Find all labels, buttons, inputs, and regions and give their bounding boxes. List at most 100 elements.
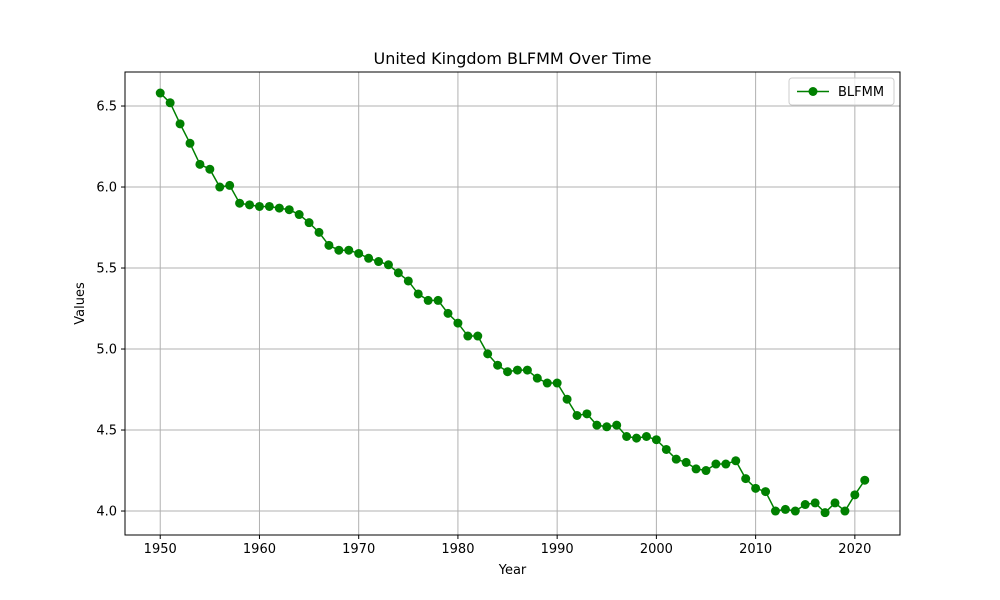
legend-box [788,77,895,106]
data-point [503,367,513,377]
data-point [185,138,195,148]
x-tick-label: 1950 [144,542,177,557]
data-point [780,504,790,514]
data-point [374,257,384,267]
data-point [572,410,582,420]
data-point [612,420,622,430]
data-point [344,245,354,255]
data-point [721,459,731,469]
data-point [354,248,364,258]
data-point [661,444,671,454]
data-point [205,164,215,174]
x-tick-label: 1980 [441,542,474,557]
plot-area [125,72,900,535]
data-point [215,182,225,192]
data-point [840,506,850,516]
data-point [562,394,572,404]
data-point [701,466,711,476]
data-point [622,432,632,441]
data-point [820,508,830,518]
data-point [860,475,870,485]
data-point [254,201,264,211]
data-point [671,454,681,464]
x-tick-label: 1960 [243,542,276,557]
axes-frame [124,71,901,536]
data-point [582,409,592,419]
data-point [741,474,751,484]
legend-marker [808,87,818,96]
x-tick-label: 2020 [838,542,871,557]
data-point [711,459,721,469]
x-tick-label: 2010 [739,542,772,557]
data-point [264,201,274,211]
data-point [225,180,235,190]
series-layer [155,88,870,518]
data-point [383,260,393,270]
data-point [284,205,294,215]
data-point [800,500,810,510]
data-point [195,159,205,169]
data-point [850,490,860,500]
data-point [552,378,562,388]
data-point [512,365,522,375]
data-point [592,420,602,430]
data-point [364,253,374,263]
y-tick-label: 5.0 [96,343,117,358]
data-point [175,119,185,129]
y-tick-label: 6.5 [96,100,117,115]
grid [125,72,900,535]
data-point [245,200,255,210]
data-point [532,373,542,383]
data-point [413,289,423,299]
data-point [493,360,503,370]
x-axis: 1950 1960 1970 1980 1990 2000 2010 2020 [144,535,871,557]
data-point [651,435,661,445]
data-point [314,227,324,237]
x-tick-label: 1990 [541,542,574,557]
data-point [393,268,403,278]
y-tick-label: 4.0 [96,505,117,520]
data-point [274,203,284,213]
data-point [522,365,532,375]
data-point [632,433,642,443]
data-point [433,295,443,305]
data-point [403,276,413,286]
data-point [681,457,691,467]
data-point [761,487,771,497]
data-point [641,432,651,441]
data-point [443,308,453,318]
y-tick-label: 5.5 [96,262,117,277]
data-point [453,318,463,328]
data-point [810,498,820,508]
chart-title: United Kingdom BLFMM Over Time [373,49,651,68]
data-point [324,240,334,250]
data-point [155,88,165,98]
x-tick-label: 2000 [640,542,673,557]
data-point [830,498,840,508]
data-point [790,506,800,516]
y-tick-label: 4.5 [96,424,117,439]
data-point [731,456,741,466]
legend: BLFMM [788,77,895,106]
data-point [423,295,433,305]
y-axis: 4.0 4.5 5.0 5.5 6.0 6.5 [96,100,125,520]
data-point [483,349,493,359]
data-point [304,218,314,228]
x-tick-label: 1970 [342,542,375,557]
data-point [165,98,175,108]
y-tick-label: 6.0 [96,181,117,196]
data-point [463,331,473,341]
data-point [770,506,780,516]
data-point [473,331,483,341]
y-axis-label: Values [73,282,88,325]
data-point [235,198,245,208]
data-point [542,378,552,388]
data-point [691,464,701,474]
data-point [294,210,304,220]
data-point [602,422,612,432]
x-axis-label: Year [498,563,527,578]
legend-label: BLFMM [838,85,884,100]
data-point [334,245,344,255]
